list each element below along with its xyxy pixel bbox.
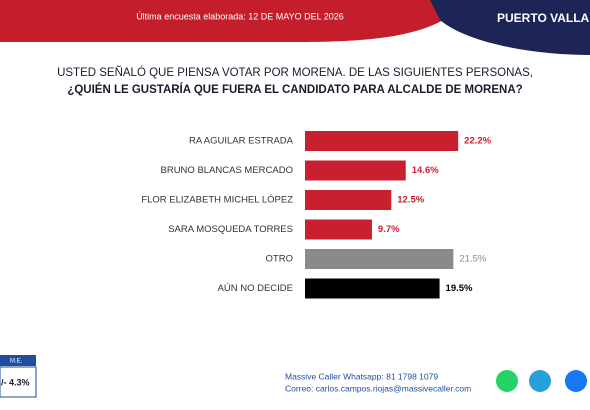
value-label: 19.5% xyxy=(446,283,473,294)
value-label: 9.7% xyxy=(378,224,400,235)
me-header xyxy=(0,355,36,366)
category-label: AÚN NO DECIDE xyxy=(218,283,293,294)
header-band xyxy=(0,0,470,42)
category-label: RA AGUILAR ESTRADA xyxy=(189,136,294,147)
bar xyxy=(305,219,372,240)
bar xyxy=(305,160,406,181)
whatsapp: Massive Caller Whatsapp: 81 1798 1079 xyxy=(285,371,438,381)
whatsapp-icon[interactable] xyxy=(496,370,518,392)
chart-title: USTED SEÑALÓ QUE PIENSA VOTAR POR MORENA… xyxy=(57,66,533,79)
category-label: OTRO xyxy=(266,254,293,265)
me-value: /- 4.3% xyxy=(1,377,30,387)
bar xyxy=(305,249,454,269)
bar xyxy=(305,278,440,299)
bar xyxy=(305,131,459,151)
value-label: 12.5% xyxy=(397,195,424,206)
category-label: SARA MOSQUEDA TORRES xyxy=(168,224,293,235)
city: PUERTO VALLA xyxy=(497,11,590,25)
me-box xyxy=(0,366,37,398)
value-label: 14.6% xyxy=(412,165,439,176)
header-navy xyxy=(430,0,590,55)
bar-chart: RA AGUILAR ESTRADA 22.2% BRUNO BLANCAS MER… xyxy=(141,131,492,299)
facebook-icon[interactable] xyxy=(565,370,587,392)
value-label: 22.2% xyxy=(464,136,491,147)
category-label: BRUNO BLANCAS MERCADO xyxy=(161,165,294,176)
category-label: FLOR ELIZABETH MICHEL LÓPEZ xyxy=(141,195,293,206)
value-label: 21.5% xyxy=(459,254,486,265)
bar xyxy=(305,190,392,210)
survey-date: Última encuesta elaborada: 12 DE MAYO DE… xyxy=(136,11,344,21)
me-label: M.E. xyxy=(10,359,23,365)
telegram-icon[interactable] xyxy=(529,370,551,392)
email: Correo: carlos.campos.riojas@massivecall… xyxy=(285,383,471,393)
chart-title: ¿QUIÉN LE GUSTARÍA QUE FUERA EL CANDIDAT… xyxy=(67,83,522,96)
